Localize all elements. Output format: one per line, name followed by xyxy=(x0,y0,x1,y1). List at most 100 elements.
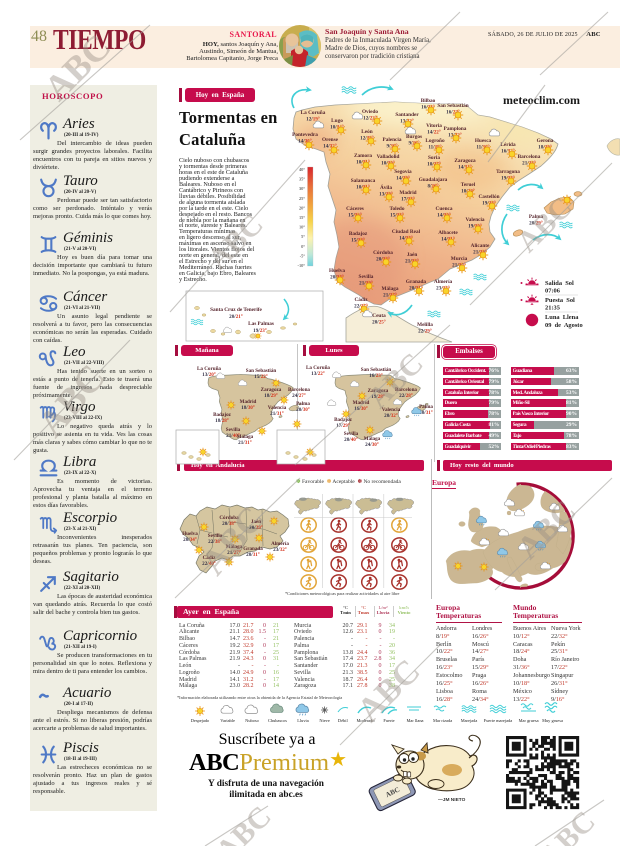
svg-text:9/30°: 9/30° xyxy=(386,142,397,149)
svg-text:Granada: Granada xyxy=(406,279,427,285)
svg-text:Pamplona: Pamplona xyxy=(444,126,467,132)
svg-text:Málaga: Málaga xyxy=(237,434,254,440)
svg-text:-5°: -5° xyxy=(300,253,306,258)
svg-text:La Coruña: La Coruña xyxy=(197,366,221,372)
svg-text:Sevilla: Sevilla xyxy=(359,274,374,280)
svg-text:9/26°: 9/26° xyxy=(408,139,419,146)
svg-text:Madrid: Madrid xyxy=(353,400,370,406)
svg-text:Almería: Almería xyxy=(271,541,289,547)
svg-text:20/30°: 20/30° xyxy=(296,406,310,413)
svg-text:Luna Llena: Luna Llena xyxy=(545,314,579,321)
svg-text:Palencia: Palencia xyxy=(383,137,402,143)
svg-text:Despejado: Despejado xyxy=(191,718,210,723)
svg-text:Zaragoza: Zaragoza xyxy=(454,158,476,164)
svg-text:San Sebastián: San Sebastián xyxy=(361,367,392,373)
svg-text:San Sebastián: San Sebastián xyxy=(437,103,468,109)
svg-text:20/40°: 20/40° xyxy=(344,436,358,443)
svg-text:19/28°: 19/28° xyxy=(371,393,385,400)
svg-text:Moderado: Moderado xyxy=(356,718,375,723)
svg-text:Melilla: Melilla xyxy=(417,322,433,328)
svg-text:11/29°: 11/29° xyxy=(428,143,441,150)
svg-text:13/22°: 13/22° xyxy=(400,117,414,124)
svg-text:Lluvia: Lluvia xyxy=(297,718,309,723)
svg-text:21/40°: 21/40° xyxy=(226,432,240,439)
svg-text:Badajoz: Badajoz xyxy=(334,417,353,423)
svg-text:13/22°: 13/22° xyxy=(448,131,462,138)
svg-text:La Coruña: La Coruña xyxy=(301,110,326,116)
svg-text:16/22°: 16/22° xyxy=(446,108,460,115)
svg-text:Tarragona: Tarragona xyxy=(496,169,520,175)
svg-text:Huelva: Huelva xyxy=(329,268,345,274)
svg-text:Córdoba: Córdoba xyxy=(219,515,239,521)
svg-text:Muy gruesa: Muy gruesa xyxy=(542,718,563,723)
svg-text:22/28°: 22/28° xyxy=(399,392,413,399)
svg-text:16/23°: 16/23° xyxy=(369,372,383,379)
svg-text:20/31°: 20/31° xyxy=(419,409,433,416)
svg-text:18/28°: 18/28° xyxy=(215,417,229,424)
svg-text:Chubascos: Chubascos xyxy=(268,718,287,723)
svg-text:24/27°: 24/27° xyxy=(292,392,306,399)
svg-text:20°: 20° xyxy=(299,205,305,210)
svg-text:Puesta Sol: Puesta Sol xyxy=(545,297,575,304)
svg-text:17/29°: 17/29° xyxy=(336,422,350,429)
svg-text:Toledo: Toledo xyxy=(390,206,405,212)
svg-text:Mar rizada: Mar rizada xyxy=(433,718,452,723)
svg-text:15/22°: 15/22° xyxy=(254,373,268,380)
svg-text:18/29°: 18/29° xyxy=(264,392,278,399)
svg-text:Ceuta: Ceuta xyxy=(372,313,386,319)
svg-text:Córdoba: Córdoba xyxy=(373,250,393,256)
svg-text:Valladolid: Valladolid xyxy=(377,154,400,160)
svg-text:—JM NIETO: —JM NIETO xyxy=(438,797,466,803)
svg-text:20/34°: 20/34° xyxy=(183,536,197,543)
svg-text:Soria: Soria xyxy=(428,155,440,161)
svg-text:Sevilla: Sevilla xyxy=(344,431,359,437)
svg-text:Huelva: Huelva xyxy=(182,531,198,537)
svg-text:Fuerte marejada: Fuerte marejada xyxy=(484,718,512,723)
svg-text:Nuboso: Nuboso xyxy=(245,718,259,723)
svg-text:Jaén: Jaén xyxy=(251,519,261,525)
svg-text:40°: 40° xyxy=(299,167,305,172)
svg-text:Cádiz: Cádiz xyxy=(203,555,216,561)
svg-text:Granada: Granada xyxy=(243,546,263,552)
svg-text:Guadalajara: Guadalajara xyxy=(419,177,448,183)
svg-text:Madrid: Madrid xyxy=(240,399,257,405)
svg-text:20/38°: 20/38° xyxy=(222,520,236,527)
svg-text:Palma: Palma xyxy=(419,404,433,410)
svg-text:Santa Cruz de Tenerife: Santa Cruz de Tenerife xyxy=(210,307,262,313)
svg-text:Valencia: Valencia xyxy=(268,405,287,411)
svg-text:Débil: Débil xyxy=(338,718,349,723)
svg-text:19/23°: 19/23° xyxy=(253,327,267,334)
svg-text:ABC: ABC xyxy=(36,26,118,108)
svg-text:Albacete: Albacete xyxy=(438,230,458,236)
svg-text:22/29°: 22/29° xyxy=(418,327,432,334)
svg-text:Málaga: Málaga xyxy=(226,544,243,550)
svg-text:Castellón: Castellón xyxy=(479,194,500,200)
svg-text:21/31°: 21/31° xyxy=(270,410,284,417)
svg-text:Logroño: Logroño xyxy=(425,138,445,144)
svg-text:30°: 30° xyxy=(299,186,305,191)
svg-text:Zaragoza: Zaragoza xyxy=(368,388,389,394)
svg-text:Ciudad Real: Ciudad Real xyxy=(392,229,421,235)
svg-text:Ávila: Ávila xyxy=(380,183,392,191)
svg-text:Salida Sol: Salida Sol xyxy=(545,280,574,287)
svg-text:-10°: -10° xyxy=(298,263,306,268)
svg-text:Oviedo: Oviedo xyxy=(362,109,378,115)
svg-text:Pontevedra: Pontevedra xyxy=(292,132,318,138)
svg-text:07:06: 07:06 xyxy=(545,288,561,295)
svg-text:21/31°: 21/31° xyxy=(238,439,252,446)
svg-text:Vitoria: Vitoria xyxy=(426,123,442,129)
svg-text:22/40°: 22/40° xyxy=(202,560,216,567)
svg-text:Marejada: Marejada xyxy=(461,718,478,723)
svg-text:22/38°: 22/38° xyxy=(208,538,222,545)
svg-text:Barcelona: Barcelona xyxy=(288,387,310,393)
svg-text:20/21°: 20/21° xyxy=(229,313,243,320)
svg-text:15°: 15° xyxy=(299,215,305,220)
svg-text:Cádiz: Cádiz xyxy=(354,297,368,303)
svg-text:Valencia: Valencia xyxy=(465,217,484,223)
svg-text:20/39°: 20/39° xyxy=(249,524,263,531)
svg-text:Valencia: Valencia xyxy=(382,407,401,413)
svg-text:25°: 25° xyxy=(299,196,305,201)
svg-text:14/30°: 14/30° xyxy=(298,137,312,144)
svg-text:Orense: Orense xyxy=(322,137,339,143)
svg-text:20/25°: 20/25° xyxy=(372,318,386,325)
